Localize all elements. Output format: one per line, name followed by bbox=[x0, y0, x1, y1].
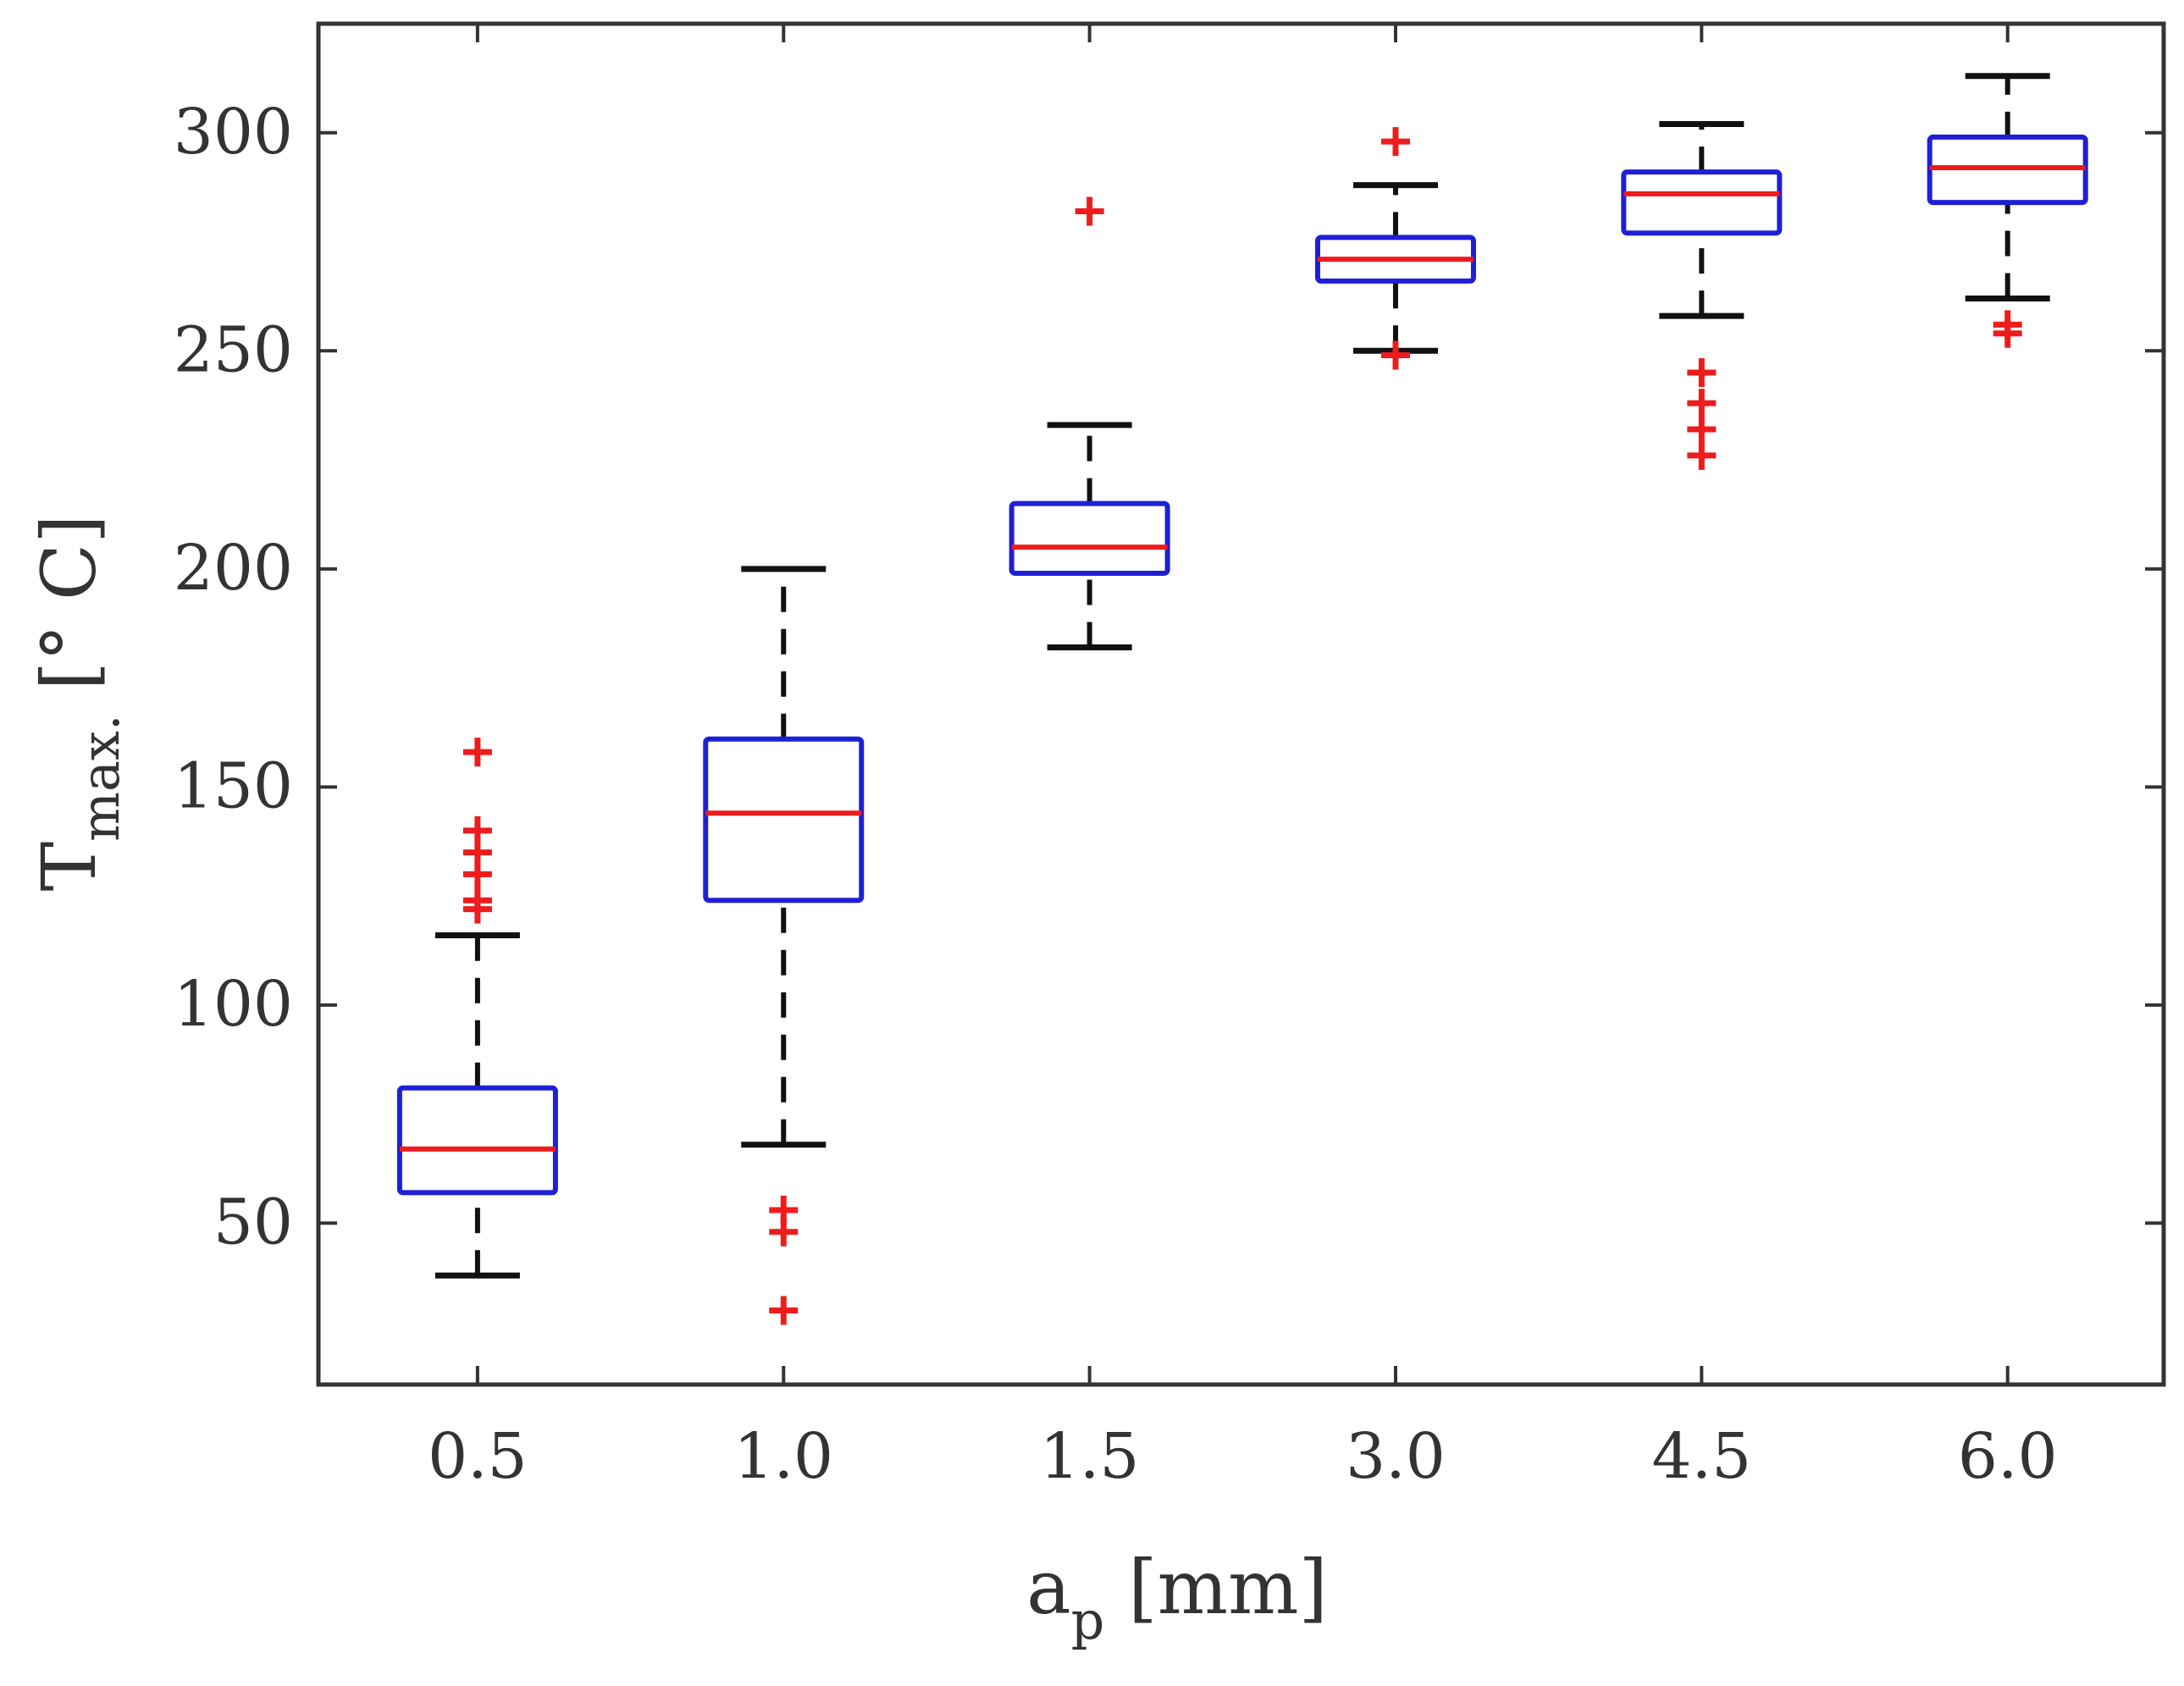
y-tick-label: 150 bbox=[174, 749, 293, 822]
box-group-4.5 bbox=[1621, 120, 1783, 470]
y-axis-title-unit: [° C] bbox=[25, 514, 113, 714]
box-group-3.0 bbox=[1314, 127, 1476, 370]
iqr-box bbox=[703, 736, 865, 904]
y-axis-title: Tmax. [° C] bbox=[25, 514, 131, 891]
iqr-box bbox=[1009, 500, 1170, 576]
box-group-1.0 bbox=[703, 566, 865, 1325]
y-tick-label: 200 bbox=[174, 532, 293, 605]
tick-layer: 50 100 150 200 250 300 0.5 1.0 1.5 3.0 4.5 6.0 bbox=[174, 24, 2164, 1493]
box-group-6.0 bbox=[1927, 73, 2088, 348]
y-tick-label: 100 bbox=[174, 968, 293, 1041]
outlier-marker bbox=[1993, 318, 2022, 348]
box-group-0.5 bbox=[396, 738, 558, 1279]
outlier-marker bbox=[462, 815, 492, 845]
outlier-marker bbox=[462, 738, 492, 767]
x-tick-label: 0.5 bbox=[428, 1420, 528, 1493]
x-axis-title: ap [mm] bbox=[1026, 1544, 1328, 1651]
x-axis-title-unit: [mm] bbox=[1104, 1544, 1328, 1631]
box-group-1.5 bbox=[1009, 196, 1170, 651]
y-tick-label: 50 bbox=[213, 1186, 293, 1258]
y-axis-title-subscript: max. bbox=[69, 714, 131, 841]
outlier-marker bbox=[1380, 127, 1410, 157]
x-tick-label: 6.0 bbox=[1958, 1420, 2058, 1493]
x-tick-label: 4.5 bbox=[1652, 1420, 1752, 1493]
outlier-marker bbox=[1687, 440, 1717, 470]
outlier-marker bbox=[1687, 389, 1717, 418]
plot-frame bbox=[316, 21, 2166, 1387]
y-axis-title-main: T bbox=[25, 842, 113, 892]
outlier-marker bbox=[1687, 415, 1717, 445]
y-tick-label: 250 bbox=[174, 313, 293, 386]
iqr-box bbox=[1621, 169, 1783, 236]
x-tick-label: 1.0 bbox=[733, 1420, 833, 1493]
iqr-box bbox=[396, 1085, 558, 1196]
outlier-marker bbox=[769, 1217, 799, 1247]
y-tick-label: 300 bbox=[174, 96, 293, 169]
x-tick-label: 1.5 bbox=[1040, 1420, 1140, 1493]
outlier-marker bbox=[1075, 196, 1104, 226]
plot-marks bbox=[396, 73, 2088, 1325]
x-tick-label: 3.0 bbox=[1346, 1420, 1446, 1493]
outlier-marker bbox=[1687, 358, 1717, 388]
outlier-marker bbox=[769, 1296, 799, 1325]
outlier-marker bbox=[1380, 340, 1410, 370]
x-axis-title-subscript: p bbox=[1071, 1589, 1105, 1651]
outlier-marker bbox=[462, 886, 492, 915]
x-axis-title-main: a bbox=[1026, 1544, 1070, 1631]
